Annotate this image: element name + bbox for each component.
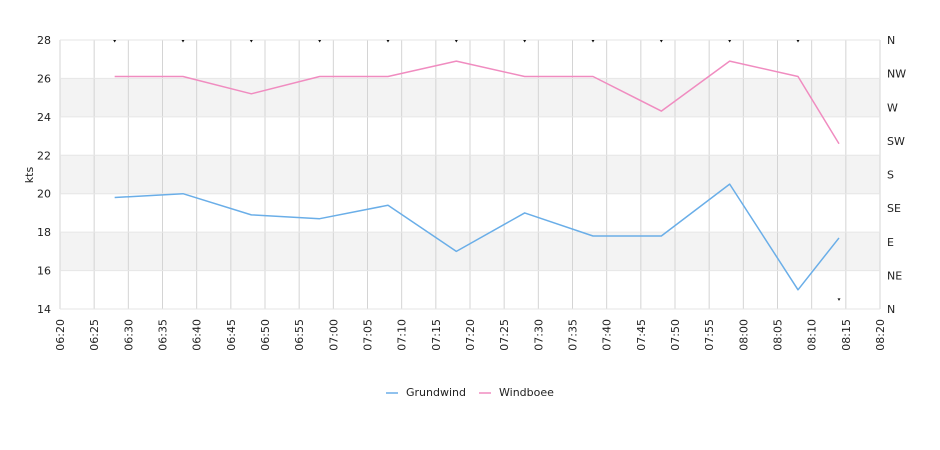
y-tick-label: 28 bbox=[37, 34, 51, 47]
x-tick-label: 06:45 bbox=[225, 319, 238, 351]
horizontal-gridlines bbox=[60, 39, 880, 310]
right-axis-ticks: N NE E SE S SW W NW N bbox=[887, 34, 906, 316]
y-tick-label: 18 bbox=[37, 226, 51, 239]
y-tick-label: 22 bbox=[37, 149, 51, 162]
direction-marker bbox=[113, 40, 117, 43]
x-axis-ticks: 06:20 06:25 06:30 06:35 06:40 06:45 06:50 06:55… bbox=[54, 319, 887, 351]
direction-marker bbox=[837, 298, 841, 301]
x-tick-label: 07:05 bbox=[362, 319, 375, 351]
x-tick-label: 07:45 bbox=[635, 319, 648, 351]
x-tick-label: 07:55 bbox=[703, 319, 716, 351]
right-axis-label: N bbox=[887, 34, 895, 47]
direction-marker bbox=[591, 40, 595, 43]
right-axis-label: E bbox=[887, 236, 894, 249]
x-tick-label: 06:40 bbox=[191, 319, 204, 351]
x-tick-label: 06:25 bbox=[88, 319, 101, 351]
x-tick-label: 07:10 bbox=[396, 319, 409, 351]
x-tick-label: 07:40 bbox=[601, 319, 614, 351]
y-tick-label: 24 bbox=[37, 111, 51, 124]
x-tick-label: 08:20 bbox=[874, 319, 887, 351]
legend-label-grundwind: Grundwind bbox=[406, 386, 466, 399]
direction-marker bbox=[181, 40, 185, 43]
x-tick-label: 07:20 bbox=[464, 319, 477, 351]
direction-marker bbox=[318, 40, 322, 43]
direction-marker bbox=[523, 40, 527, 43]
direction-marker bbox=[386, 40, 390, 43]
x-tick-label: 06:20 bbox=[54, 319, 67, 351]
x-tick-label: 06:30 bbox=[122, 319, 135, 351]
right-axis-label: NE bbox=[887, 269, 902, 282]
x-tick-label: 08:10 bbox=[806, 319, 819, 351]
direction-marker bbox=[249, 40, 253, 43]
x-tick-label: 07:35 bbox=[567, 319, 580, 351]
direction-marker bbox=[659, 40, 663, 43]
x-tick-label: 06:35 bbox=[157, 319, 170, 351]
y-tick-label: 26 bbox=[37, 72, 51, 85]
right-axis-label: NW bbox=[887, 68, 906, 81]
y-tick-label: 16 bbox=[37, 265, 51, 278]
x-tick-label: 06:55 bbox=[293, 319, 306, 351]
right-axis-label: N bbox=[887, 303, 895, 316]
legend-label-windboee: Windboee bbox=[499, 386, 554, 399]
y-axis-label: kts bbox=[23, 167, 36, 184]
x-tick-label: 07:25 bbox=[498, 319, 511, 351]
x-tick-label: 07:50 bbox=[669, 319, 682, 351]
right-axis-label: SW bbox=[887, 135, 905, 148]
right-axis-label: S bbox=[887, 169, 894, 182]
y-tick-label: 14 bbox=[37, 303, 51, 316]
direction-marker bbox=[454, 40, 458, 43]
y-tick-label: 20 bbox=[37, 188, 51, 201]
x-tick-label: 07:15 bbox=[430, 319, 443, 351]
y-axis-ticks: 14 16 18 20 22 24 26 28 bbox=[37, 34, 51, 316]
series-line-grundwind bbox=[114, 183, 840, 291]
x-tick-label: 08:15 bbox=[840, 319, 853, 351]
direction-marker bbox=[796, 40, 800, 43]
x-tick-label: 08:00 bbox=[737, 319, 750, 351]
x-tick-label: 07:00 bbox=[327, 319, 340, 351]
vertical-gridlines bbox=[59, 40, 881, 309]
series-line-windboee bbox=[114, 60, 840, 145]
legend[interactable]: Grundwind Windboee bbox=[386, 386, 554, 399]
x-tick-label: 07:30 bbox=[532, 319, 545, 351]
direction-markers bbox=[113, 40, 841, 301]
right-axis-label: W bbox=[887, 101, 898, 114]
x-tick-label: 08:05 bbox=[772, 319, 785, 351]
x-tick-label: 06:50 bbox=[259, 319, 272, 351]
series-lines bbox=[114, 60, 840, 291]
direction-marker bbox=[728, 40, 732, 43]
right-axis-label: SE bbox=[887, 202, 901, 215]
